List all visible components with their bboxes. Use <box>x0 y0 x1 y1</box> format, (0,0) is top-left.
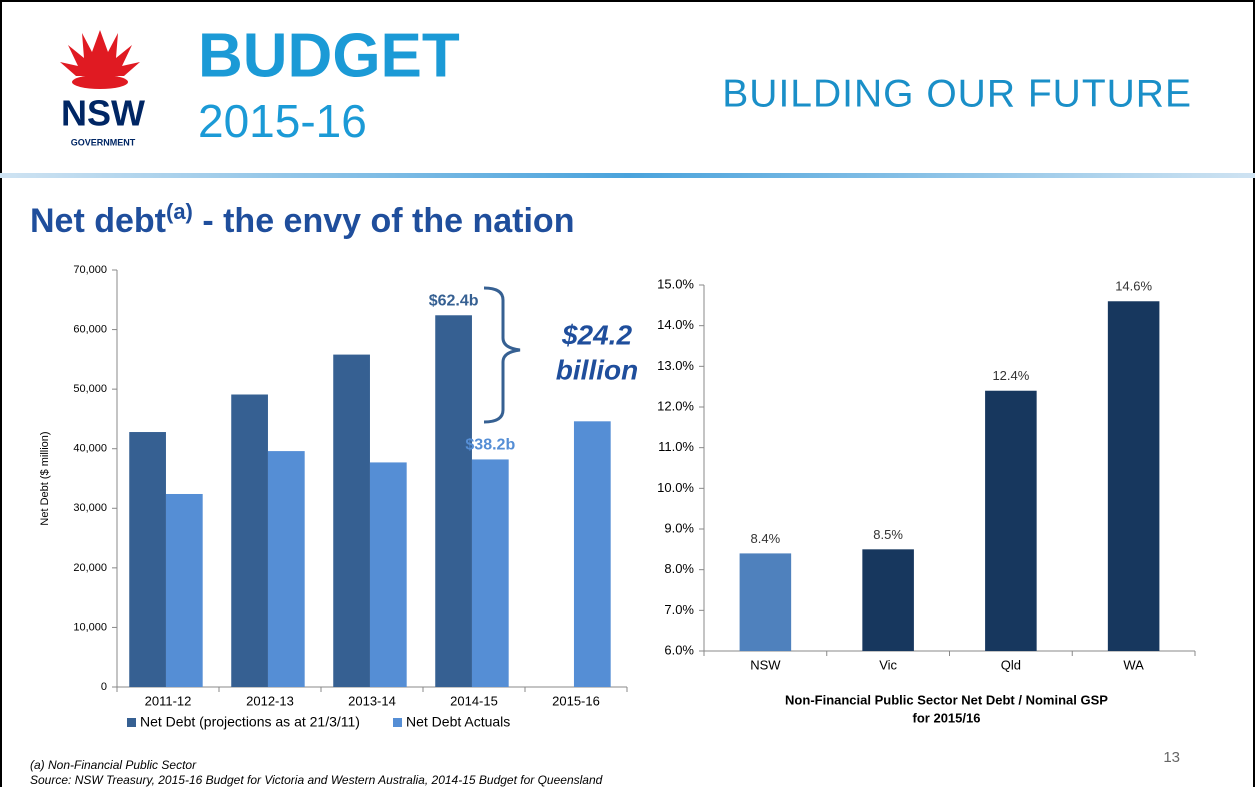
bar <box>862 549 914 651</box>
annotation: billion <box>556 354 638 385</box>
title-main: Net debt <box>30 202 166 240</box>
y-tick-label: 12.0% <box>657 398 694 413</box>
logo-year: 2015-16 <box>198 95 367 147</box>
logo-budget: BUDGET <box>198 21 460 90</box>
bar <box>267 451 305 687</box>
slide-title: Net debt(a) - the envy of the nation <box>30 199 574 240</box>
page-number: 13 <box>1163 749 1180 766</box>
x-tick-label: 2014-15 <box>450 693 498 708</box>
value-label: $38.2b <box>465 437 515 454</box>
value-label: 14.6% <box>1115 279 1152 294</box>
bar <box>1107 301 1160 651</box>
y-tick-label: 13.0% <box>657 358 694 373</box>
footnote: (a) Non-Financial Public Sector <box>30 758 197 772</box>
x-axis-label: Non-Financial Public Sector Net Debt / N… <box>785 692 1108 707</box>
value-label: $62.4b <box>429 292 479 309</box>
brace <box>483 286 521 424</box>
y-tick-label: 11.0% <box>658 439 694 454</box>
value-label: 8.4% <box>751 531 781 546</box>
value-label: 12.4% <box>992 368 1029 383</box>
x-tick-label: 2013-14 <box>348 693 396 708</box>
y-tick-label: 50,000 <box>73 383 107 395</box>
x-tick-label: 2011-12 <box>145 693 192 708</box>
bar <box>435 315 472 687</box>
annotation: $24.2 <box>561 319 632 350</box>
legend-label: Net Debt (projections as at 21/3/11) <box>140 714 360 730</box>
title-rest: - the envy of the nation <box>193 202 575 240</box>
x-tick-label: WA <box>1123 657 1144 672</box>
waratah <box>60 30 140 89</box>
y-tick-label: 60,000 <box>73 323 107 335</box>
x-tick-label: 2015-16 <box>552 693 600 708</box>
bar <box>369 462 407 687</box>
y-tick-label: 20,000 <box>73 562 107 574</box>
bar <box>985 390 1037 651</box>
value-label: 8.5% <box>873 527 903 542</box>
footnote: Source: NSW Treasury, 2015-16 Budget for… <box>30 773 603 787</box>
logo-nsw: NSW <box>61 93 145 134</box>
title-sup: (a) <box>166 199 193 224</box>
bar <box>231 394 268 687</box>
x-tick-label: Vic <box>879 657 897 672</box>
legend-swatch <box>127 718 136 727</box>
y-tick-label: 7.0% <box>664 602 694 617</box>
tagline: BUILDING OUR FUTURE <box>722 72 1192 115</box>
y-tick-label: 10,000 <box>73 621 107 633</box>
x-tick-label: NSW <box>750 657 781 672</box>
bar <box>739 553 792 651</box>
y-tick-label: 40,000 <box>73 443 107 455</box>
header-rule <box>0 173 1255 178</box>
x-tick-label: 2012-13 <box>246 693 294 708</box>
legend-swatch <box>393 718 402 727</box>
bar <box>333 354 370 687</box>
x-axis-label: for 2015/16 <box>913 710 981 725</box>
logo-government: GOVERNMENT <box>71 137 136 147</box>
y-tick-label: 15.0% <box>657 276 694 291</box>
bar <box>129 432 166 687</box>
bar <box>165 493 203 687</box>
y-tick-label: 70,000 <box>73 264 107 276</box>
y-tick-label: 8.0% <box>664 561 694 576</box>
y-tick-label: 10.0% <box>657 480 694 495</box>
bar <box>573 421 611 687</box>
y-tick-label: 14.0% <box>657 317 694 332</box>
y-tick-label: 9.0% <box>664 520 694 535</box>
y-tick-label: 30,000 <box>73 502 107 514</box>
bar <box>471 459 509 687</box>
legend-label: Net Debt Actuals <box>406 714 510 730</box>
x-tick-label: Qld <box>1001 657 1021 672</box>
y-tick-label: 6.0% <box>664 642 694 657</box>
y-axis-label: Net Debt ($ million) <box>39 431 51 525</box>
y-tick-label: 0 <box>101 681 107 693</box>
